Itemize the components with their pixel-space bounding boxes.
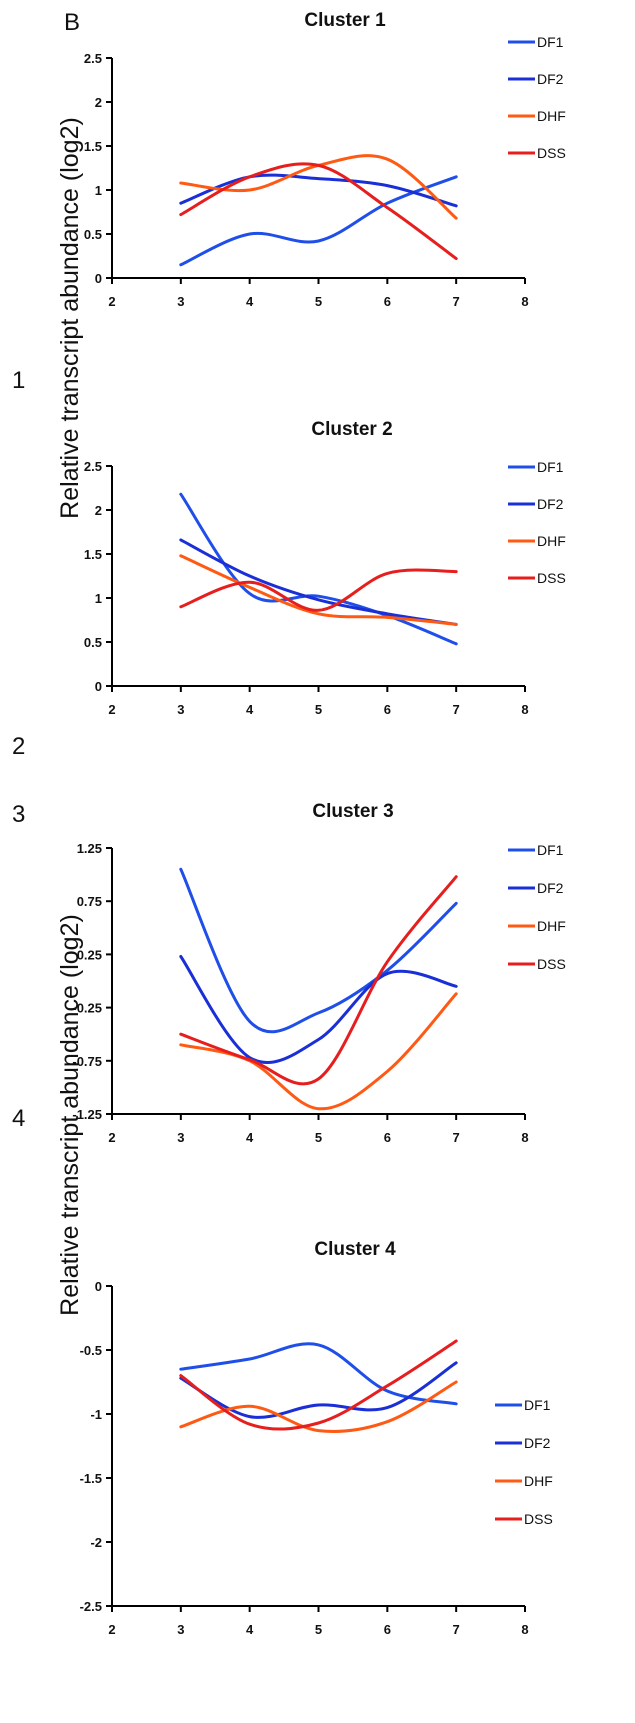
series-line-df2 (179, 173, 458, 208)
y-tick-label: 0.25 (77, 947, 102, 962)
y-tick-label: -2.5 (80, 1599, 102, 1614)
legend-label-df2: DF2 (524, 1435, 551, 1451)
legend-label-df2: DF2 (537, 880, 564, 896)
legend-label-df1: DF1 (524, 1397, 551, 1413)
x-tick-label: 3 (177, 294, 184, 309)
x-tick-label: 3 (177, 702, 184, 717)
legend-label-dss: DSS (537, 145, 566, 161)
series-line-dhf (179, 554, 458, 626)
x-tick-label: 8 (521, 702, 528, 717)
side-number-3: 3 (12, 801, 25, 828)
chart-title: Cluster 1 (304, 10, 386, 31)
y-tick-label: 2 (95, 503, 102, 518)
x-tick-label: 3 (177, 1622, 184, 1637)
y-tick-label: 2 (95, 95, 102, 110)
x-tick-label: 7 (453, 1622, 460, 1637)
x-tick-label: 8 (521, 1130, 528, 1145)
y-tick-label: 1.5 (84, 139, 102, 154)
y-tick-label: 1.5 (84, 547, 102, 562)
y-tick-label: -0.75 (72, 1054, 102, 1069)
legend-label-dss: DSS (537, 956, 566, 972)
y-tick-label: -0.5 (80, 1343, 102, 1358)
x-tick-label: 5 (315, 702, 322, 717)
x-tick-label: 7 (453, 294, 460, 309)
series-line-dss (179, 162, 458, 261)
legend-label-dhf: DHF (537, 918, 566, 934)
legend-label-df1: DF1 (537, 34, 564, 50)
y-axis-label-bottom: Relative transcript abundance (log2) (56, 914, 84, 1316)
series-line-df2 (179, 538, 458, 626)
x-tick-label: 2 (108, 1130, 115, 1145)
series-line-dss (179, 875, 458, 1086)
x-tick-label: 7 (453, 1130, 460, 1145)
chart-title: Cluster 4 (314, 1239, 396, 1260)
y-tick-label: 0 (95, 271, 102, 286)
x-tick-label: 2 (108, 1622, 115, 1637)
series-line-df1 (179, 492, 458, 646)
chart-cluster-4: Cluster 4 -2.5 -2 -1.5 -1 -0.5 0 2 3 4 5 6 7 8 DF1 DF2 D… (80, 1239, 553, 1637)
y-tick-label: 0.75 (77, 894, 102, 909)
y-tick-label: 2.5 (84, 459, 102, 474)
x-tick-label: 4 (246, 702, 254, 717)
legend-label-df2: DF2 (537, 71, 564, 87)
x-tick-label: 2 (108, 294, 115, 309)
y-tick-label: 2.5 (84, 51, 102, 66)
y-tick-label: -2 (90, 1535, 102, 1550)
y-tick-label: -0.25 (72, 1001, 102, 1016)
x-tick-label: 5 (315, 1622, 322, 1637)
x-tick-label: 5 (315, 1130, 322, 1145)
chart-cluster-3: Cluster 3 -1.25 -0.75 -0.25 0.25 0.75 1.25 2 3 4 5… (72, 801, 565, 1145)
series-line-dhf (179, 1380, 458, 1433)
y-axis-label-top: Relative transcript abundance (log2) (56, 117, 84, 519)
y-tick-label: 0 (95, 679, 102, 694)
legend-label-dss: DSS (537, 570, 566, 586)
y-tick-label: 1 (95, 591, 102, 606)
side-number-1: 1 (12, 367, 25, 394)
y-tick-label: 1.25 (77, 841, 102, 856)
series-line-df1 (179, 867, 458, 1034)
x-tick-label: 7 (453, 702, 460, 717)
charts: Cluster 1 0 0.5 1 1.5 2 2.5 2 3 4 5 6 7 8 DF1 DF2 DHF DSS… (72, 10, 565, 1637)
x-tick-label: 2 (108, 702, 115, 717)
chart-title: Cluster 2 (311, 419, 392, 440)
side-number-4: 4 (12, 1105, 25, 1132)
legend-label-dhf: DHF (537, 108, 566, 124)
y-tick-label: -1 (90, 1407, 102, 1422)
legend-label-df1: DF1 (537, 459, 564, 475)
x-tick-label: 6 (384, 294, 391, 309)
side-number-2: 2 (12, 733, 25, 760)
x-tick-label: 6 (384, 702, 391, 717)
x-tick-label: 4 (246, 1622, 254, 1637)
legend-label-dhf: DHF (524, 1473, 553, 1489)
series-line-df1 (179, 175, 458, 267)
y-tick-label: 0 (95, 1279, 102, 1294)
x-tick-label: 3 (177, 1130, 184, 1145)
legend-label-dhf: DHF (537, 533, 566, 549)
chart-cluster-1: Cluster 1 0 0.5 1 1.5 2 2.5 2 3 4 5 6 7 8 DF1 DF2 DHF DSS (84, 10, 566, 309)
y-tick-label: 0.5 (84, 227, 102, 242)
legend-label-df2: DF2 (537, 496, 564, 512)
legend-label-df1: DF1 (537, 842, 564, 858)
panel-label: B (64, 9, 80, 36)
legend-label-dss: DSS (524, 1511, 553, 1527)
x-tick-label: 4 (246, 294, 254, 309)
series-line-dss (179, 1339, 458, 1431)
x-tick-label: 6 (384, 1622, 391, 1637)
series-line-df2 (179, 955, 458, 1064)
series-line-dss (179, 568, 458, 612)
chart-title: Cluster 3 (312, 801, 393, 822)
y-tick-label: 0.5 (84, 635, 102, 650)
x-tick-label: 8 (521, 1622, 528, 1637)
y-tick-label: 1 (95, 183, 102, 198)
x-tick-label: 6 (384, 1130, 391, 1145)
chart-cluster-2: Cluster 2 0 0.5 1 1.5 2 2.5 2 3 4 5 6 7 8 DF1 DF2 DHF DSS (84, 419, 566, 717)
x-tick-label: 5 (315, 294, 322, 309)
y-tick-label: -1.25 (72, 1107, 102, 1122)
x-tick-label: 8 (521, 294, 528, 309)
y-tick-label: -1.5 (80, 1471, 102, 1486)
x-tick-label: 4 (246, 1130, 254, 1145)
